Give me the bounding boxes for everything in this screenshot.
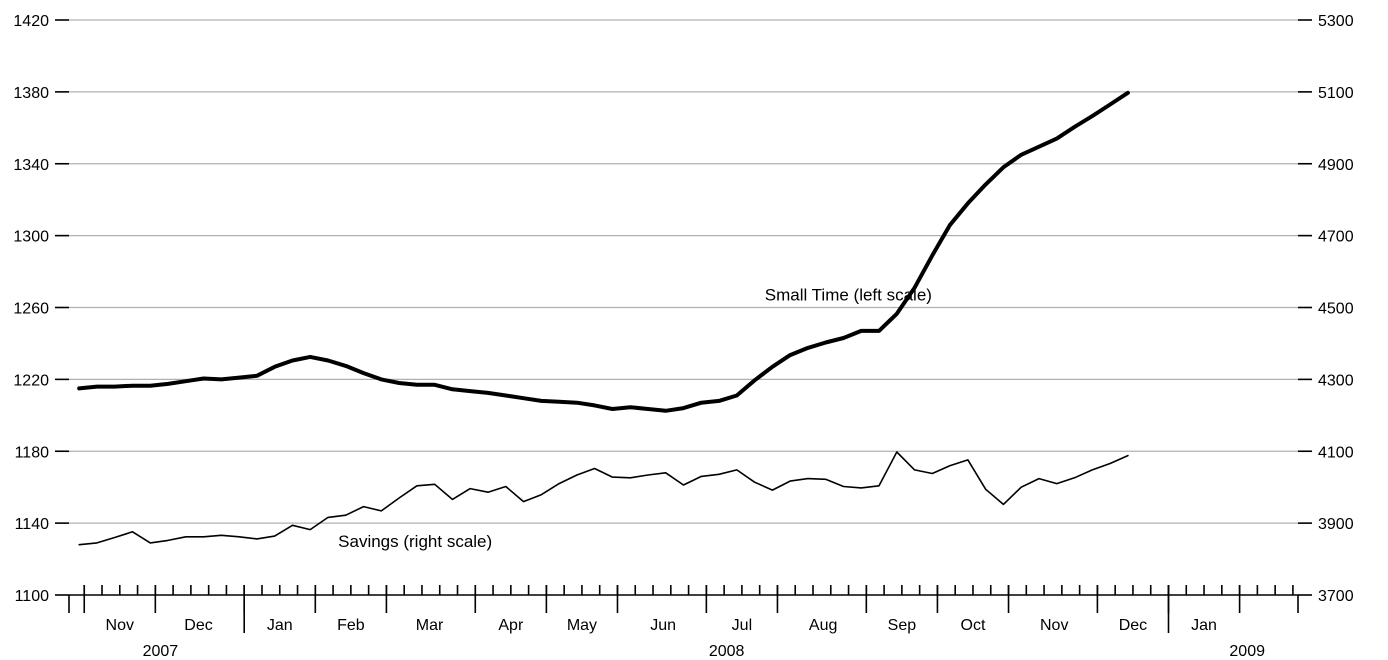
month-label: Mar: [416, 617, 444, 634]
month-label: Dec: [184, 617, 212, 634]
right-tick-label: 4700: [1318, 229, 1354, 246]
year-label: 2008: [709, 643, 745, 660]
month-label: Jan: [267, 617, 293, 634]
month-label: Nov: [1040, 617, 1068, 634]
month-label: Nov: [106, 617, 134, 634]
left-tick-label: 1420: [13, 13, 49, 30]
right-tick-label: 3700: [1318, 588, 1354, 605]
left-tick-label: 1260: [13, 301, 49, 318]
series-lines: [77, 90, 1130, 546]
month-label: Aug: [809, 617, 837, 634]
month-label: Dec: [1119, 617, 1147, 634]
left-tick-label: 1220: [13, 372, 49, 389]
year-label: 2007: [143, 643, 179, 660]
month-label: Apr: [498, 617, 524, 634]
month-label: Jul: [732, 617, 752, 634]
year-label: 2009: [1229, 643, 1265, 660]
right-tick-label: 4500: [1318, 301, 1354, 318]
right-tick-label: 4900: [1318, 157, 1354, 174]
left-tick-label: 1380: [13, 85, 49, 102]
right-tick-label: 4100: [1318, 444, 1354, 461]
left-tick-label: 1140: [15, 516, 50, 533]
right-tick-label: 5300: [1318, 13, 1354, 30]
gridlines: [69, 19, 1298, 524]
series-labels: Small Time (left scale) Savings (right sc…: [338, 285, 932, 551]
axes: 1100 1140 1180 1220 1260 1300 1340 1380 1420 3700…: [13, 13, 1353, 660]
left-tick-label: 1300: [13, 229, 49, 246]
month-label: Feb: [337, 617, 365, 634]
right-tick-label: 3900: [1318, 516, 1354, 533]
month-label: Jun: [650, 617, 676, 634]
series-label-small-time: Small Time (left scale): [765, 285, 932, 304]
series-line-savings: [78, 451, 1129, 546]
month-label: Jan: [1191, 617, 1217, 634]
month-label: Sep: [888, 617, 917, 634]
left-tick-label: 1100: [15, 588, 50, 605]
series-line-small-time: [77, 90, 1130, 413]
right-tick-label: 5100: [1318, 85, 1354, 102]
right-tick-label: 4300: [1318, 372, 1354, 389]
series-label-savings: Savings (right scale): [338, 532, 492, 551]
left-tick-label: 1340: [13, 157, 49, 174]
month-label: Oct: [961, 617, 986, 634]
month-label: May: [567, 617, 597, 634]
left-tick-label: 1180: [15, 444, 50, 461]
